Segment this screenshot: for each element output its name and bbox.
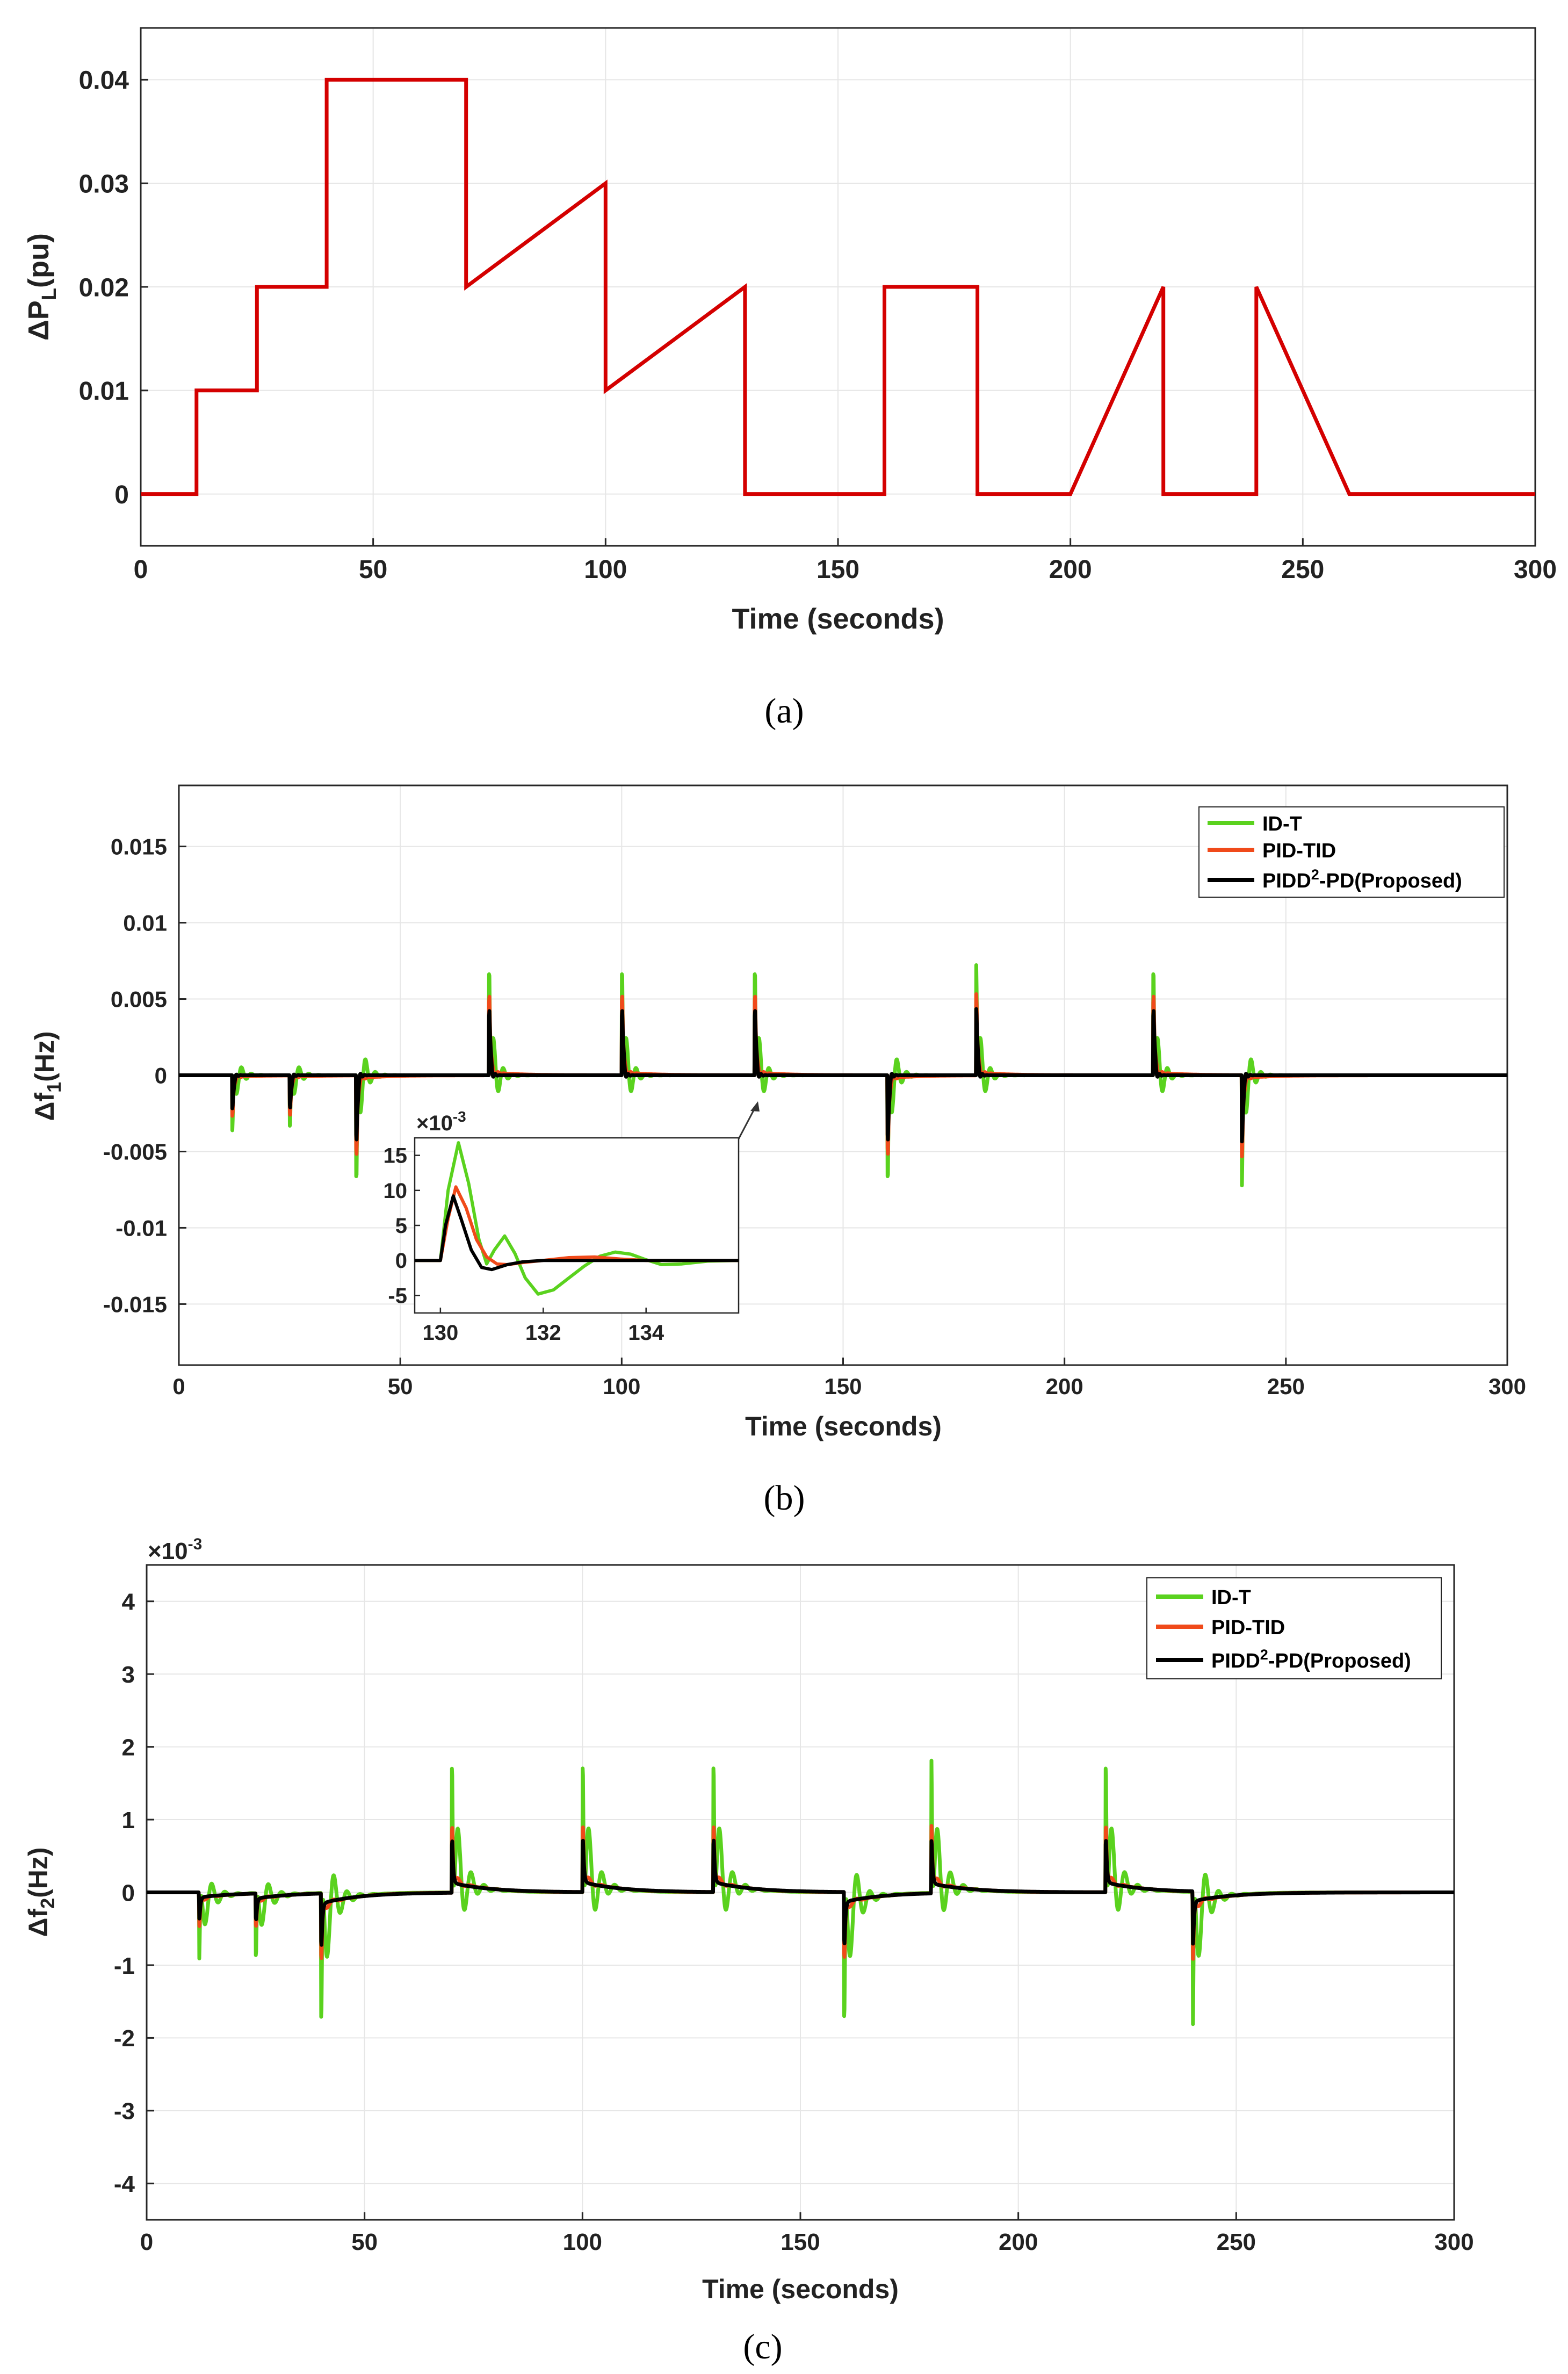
y-tick-label: -0.005: [103, 1139, 167, 1165]
y-tick-label: -1: [114, 1953, 135, 1979]
y-tick-label: 0.02: [79, 273, 129, 302]
inset-x-tick-label: 132: [525, 1321, 561, 1345]
inset-y-tick-label: 15: [384, 1144, 408, 1168]
panel-b-ylabel: Δf1(Hz): [30, 1031, 65, 1121]
panel-a-grid: [140, 28, 1536, 546]
inset-y-tick-label: 10: [384, 1179, 408, 1203]
panel-a-xlabel: Time (seconds): [732, 603, 944, 635]
x-tick-label: 250: [1267, 1374, 1305, 1399]
x-tick-label: 50: [351, 2229, 378, 2255]
inset-lines: [415, 1141, 739, 1296]
x-tick-label: 0: [172, 1374, 185, 1399]
x-tick-label: 200: [1046, 1374, 1083, 1399]
series-line-pl: [141, 77, 1535, 496]
x-tick-label: 150: [816, 555, 859, 584]
y-tick-label: -3: [114, 2098, 135, 2125]
y-tick-label: 1: [122, 1807, 135, 1834]
panel-b-caption: (b): [764, 1478, 805, 1518]
x-tick-label: 300: [1488, 1374, 1526, 1399]
panel-c-ylabel: Δf2(Hz): [23, 1847, 59, 1937]
y-tick-label: 0.005: [111, 987, 167, 1012]
panel-a-caption: (a): [764, 691, 804, 731]
y-tick-label: 3: [122, 1662, 135, 1688]
x-tick-label: 100: [603, 1374, 640, 1399]
inset-y-tick-label: 0: [395, 1249, 407, 1273]
panel-a-ylabel: ΔPL(pu): [23, 233, 61, 341]
panel-c-lines: [145, 1758, 1456, 2026]
inset-ticks: 130 132 134 -5 0 5 10 15: [384, 1144, 664, 1345]
inset-pointer-arrow: [738, 1108, 756, 1139]
inset-x-tick-label: 134: [628, 1321, 664, 1345]
legend-label-pid-tid: PID-TID: [1262, 840, 1336, 862]
panel-a-lines: [141, 77, 1535, 496]
legend-label-proposed: PIDD2-PD(Proposed): [1211, 1647, 1411, 1672]
legend-label-id-t: ID-T: [1262, 813, 1302, 835]
x-tick-label: 100: [563, 2229, 602, 2255]
panel-b-legend: ID-T PID-TID PIDD2-PD(Proposed): [1198, 806, 1505, 898]
panel-c-ticks: 0 50 100 150 200 250 300 -4 -3 -2 -1 0 1 2 3 4: [114, 1589, 1474, 2255]
panel-b-xlabel: Time (seconds): [745, 1411, 942, 1441]
x-tick-label: 50: [359, 555, 387, 584]
y-tick-label: 0.03: [79, 170, 129, 198]
x-tick-label: 150: [781, 2229, 820, 2255]
y-tick-label: 0.04: [79, 67, 129, 95]
x-tick-label: 50: [388, 1374, 413, 1399]
x-tick-label: 200: [1049, 555, 1092, 584]
panel-b: 0 50 100 150 200 250 300-0.015-0.01-0.00500.00…: [30, 784, 1526, 1518]
panel-b-ticks: 0 50 100 150 200 250 300-0.015-0.01-0.00500.00…: [103, 834, 1526, 1399]
panel-c-legend: ID-T PID-TID PIDD2-PD(Proposed): [1146, 1577, 1442, 1679]
y-tick-label: -2: [114, 2025, 135, 2052]
y-tick-label: 2: [122, 1734, 135, 1760]
panel-b-inset: 130 132 134 -5 0 5 10 15 ×10-3: [384, 1101, 760, 1345]
y-tick-label: 0.01: [123, 911, 167, 936]
x-tick-label: 200: [999, 2229, 1038, 2255]
inset-series-line-pidd-pd-proposed: [415, 1194, 739, 1272]
x-tick-label: 300: [1514, 555, 1557, 584]
y-tick-label: 0: [114, 481, 129, 509]
panel-c-exponent-label: ×10-3: [148, 1535, 202, 1564]
panel-c: 0 50 100 150 200 250 300 -4 -3 -2 -1 0 1 2 3 4 ×10-3 Ti…: [23, 1535, 1474, 2366]
inset-pointer-arrowhead: [750, 1101, 760, 1112]
y-tick-label: 0.015: [111, 834, 167, 860]
series-line-pidd-pd-proposed: [177, 1007, 1509, 1144]
inset-background: [415, 1138, 739, 1313]
y-tick-label: -4: [114, 2171, 135, 2197]
panel-b-lines: [177, 963, 1509, 1187]
panel-c-xlabel: Time (seconds): [702, 2274, 899, 2304]
legend-label-proposed: PIDD2-PD(Proposed): [1262, 867, 1462, 892]
legend-label-id-t: ID-T: [1211, 1586, 1251, 1609]
y-tick-label: -0.015: [103, 1292, 167, 1317]
x-tick-label: 250: [1217, 2229, 1256, 2255]
panel-a: 0 50 100 150 200 250 300 0 0.01 0.02 0.03 0.04 Time…: [23, 27, 1557, 731]
y-tick-label: 0: [155, 1063, 167, 1088]
panel-a-ticks: 0 50 100 150 200 250 300 0 0.01 0.02 0.03 0.04: [79, 67, 1557, 584]
y-tick-label: 0: [122, 1880, 135, 1906]
y-tick-label: 0.01: [79, 377, 129, 406]
x-tick-label: 150: [824, 1374, 862, 1399]
inset-y-tick-label: -5: [388, 1284, 407, 1308]
legend-label-pid-tid: PID-TID: [1211, 1617, 1285, 1639]
x-tick-label: 250: [1281, 555, 1324, 584]
x-tick-label: 100: [584, 555, 627, 584]
inset-exponent-label: ×10-3: [416, 1108, 466, 1135]
x-tick-label: 0: [134, 555, 148, 584]
y-tick-label: 4: [122, 1589, 135, 1615]
y-tick-label: -0.01: [115, 1216, 167, 1241]
x-tick-label: 0: [140, 2229, 153, 2255]
inset-x-tick-label: 130: [422, 1321, 458, 1345]
inset-y-tick-label: 5: [395, 1214, 407, 1238]
series-line-pidd-pd-proposed: [145, 1838, 1456, 1947]
x-tick-label: 300: [1434, 2229, 1473, 2255]
panel-c-caption: (c): [743, 2327, 782, 2366]
